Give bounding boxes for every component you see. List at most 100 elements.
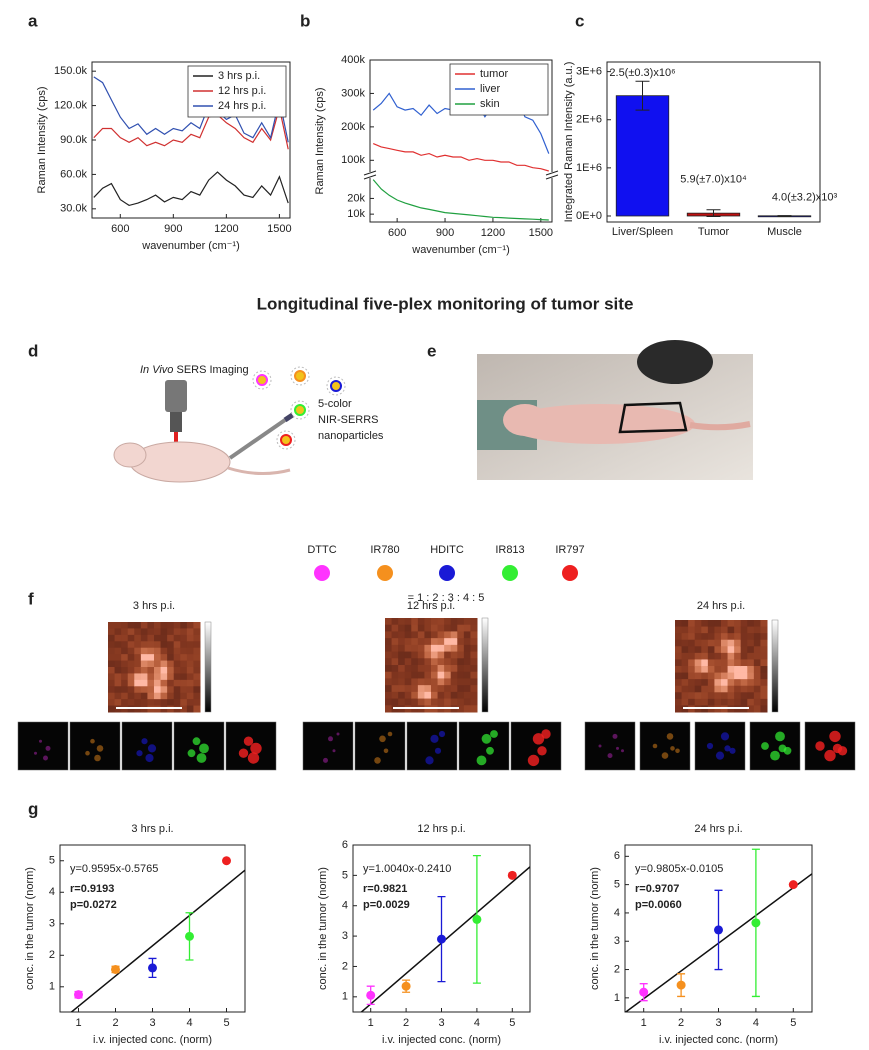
channel-spot	[192, 737, 201, 746]
heat-cell	[411, 644, 419, 653]
heat-cell	[463, 651, 471, 659]
heat-cell	[701, 698, 709, 706]
x-tick-label: 4	[474, 1017, 480, 1029]
heat-cell	[114, 679, 122, 687]
heat-cell	[186, 667, 194, 674]
heat-cell	[444, 624, 452, 632]
heat-cell	[160, 673, 168, 681]
heat-cell	[173, 686, 181, 694]
heat-cell	[721, 698, 729, 706]
heat-cell	[147, 622, 155, 629]
heat-cell	[747, 626, 755, 634]
legend-label: skin	[480, 98, 500, 110]
heat-cell	[154, 705, 162, 713]
channel-spot	[661, 752, 669, 759]
timepoint-title: 24 hrs p.i.	[697, 600, 745, 612]
heat-cell	[173, 667, 181, 674]
heat-cell	[167, 705, 175, 713]
heat-cell	[701, 666, 709, 674]
heat-cell	[457, 618, 465, 626]
heat-cell	[127, 686, 135, 694]
heat-cell	[160, 705, 168, 713]
heat-cell	[721, 652, 729, 660]
heat-cell	[470, 644, 478, 653]
heat-cell	[463, 685, 471, 693]
axis-break	[546, 172, 558, 178]
channel-spot	[652, 743, 658, 749]
heat-cell	[140, 654, 148, 662]
channel-spot	[90, 738, 95, 744]
heat-cell	[760, 698, 768, 706]
point	[676, 980, 686, 990]
heat-cell	[727, 620, 735, 628]
heat-cell	[417, 698, 425, 706]
heat-cell	[127, 705, 135, 713]
x-tick-label: 900	[164, 223, 182, 235]
x-tick-label: 2	[112, 1017, 118, 1029]
heat-cell	[740, 659, 748, 667]
point	[366, 990, 376, 1000]
channel-spot	[196, 753, 207, 763]
heat-cell	[747, 698, 755, 706]
heat-cell	[127, 647, 135, 655]
point	[222, 856, 231, 866]
channel-spot	[438, 730, 446, 738]
heat-cell	[173, 660, 181, 668]
heat-cell	[734, 633, 742, 641]
heat-cell	[154, 667, 162, 674]
heat-cell	[404, 691, 412, 700]
heat-cell	[694, 620, 702, 628]
heat-cell	[701, 659, 709, 667]
channel-tile	[302, 721, 354, 771]
heat-cell	[707, 685, 715, 693]
x-tick-label: 1	[368, 1017, 374, 1029]
heat-cell	[147, 634, 155, 642]
heat-cell	[760, 659, 768, 667]
heat-cell	[108, 679, 116, 687]
heat-cell	[167, 647, 175, 655]
heat-cell	[760, 679, 768, 687]
legend-label: 12 hrs p.i.	[218, 85, 266, 97]
heat-cell	[760, 705, 768, 713]
chart-title: 3 hrs p.i.	[131, 823, 173, 835]
heat-cell	[450, 638, 458, 646]
heat-cell	[457, 691, 465, 700]
heat-cell	[193, 660, 201, 668]
heat-cell	[114, 673, 122, 681]
legend-label: liver	[480, 83, 501, 95]
heat-cell	[108, 634, 116, 642]
heat-cell	[450, 624, 458, 632]
heat-cell	[424, 698, 432, 706]
imaging-label: In Vivo SERS Imaging	[140, 364, 249, 376]
y-tick-label: 6	[342, 839, 348, 851]
spectrum	[93, 76, 289, 143]
heat-cell	[457, 658, 465, 666]
x-tick-label: 1200	[481, 227, 505, 239]
heat-cell	[134, 641, 142, 649]
channel-spot	[775, 731, 785, 742]
spectrum	[372, 179, 549, 221]
y-tick-label: 150.0k	[54, 65, 88, 77]
heat-cell	[385, 691, 393, 700]
heading: Longitudinal five-plex monitoring of tum…	[257, 294, 634, 313]
channel-tile	[584, 721, 636, 771]
heat-cell	[140, 628, 148, 636]
fit-line	[70, 869, 245, 1012]
heat-cell	[734, 698, 742, 706]
heat-cell	[121, 647, 129, 655]
y-tick-label: 5	[614, 879, 620, 891]
heat-cell	[437, 685, 445, 693]
heat-cell	[727, 679, 735, 687]
heat-cell	[417, 685, 425, 693]
y-tick-label: 5	[49, 855, 55, 867]
heat-cell	[186, 692, 194, 700]
heat-cell	[437, 698, 445, 706]
heat-cell	[444, 678, 452, 686]
heat-cell	[398, 631, 406, 639]
heat-cell	[385, 678, 393, 686]
heat-cell	[701, 633, 709, 641]
category-label: Tumor	[698, 226, 730, 238]
heat-cell	[108, 692, 116, 700]
heat-cell	[675, 652, 683, 660]
heat-cell	[437, 678, 445, 686]
